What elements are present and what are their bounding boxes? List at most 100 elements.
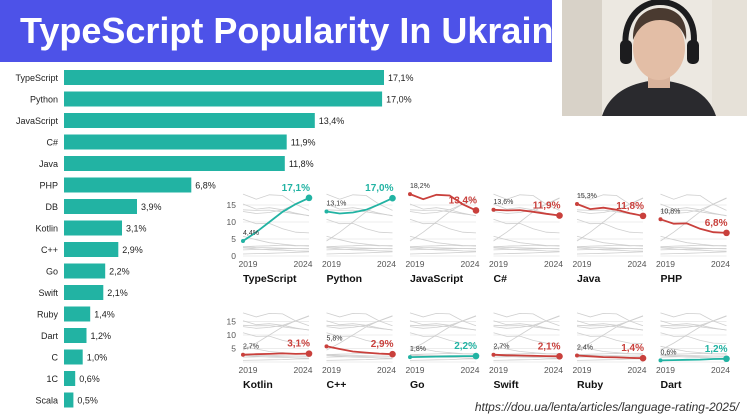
panel-title: Java bbox=[577, 273, 601, 285]
start-point bbox=[658, 358, 663, 363]
x-tick-label: 2024 bbox=[294, 259, 313, 269]
series-line bbox=[660, 357, 727, 362]
bar-java bbox=[64, 156, 285, 171]
x-tick-label: 2019 bbox=[656, 365, 675, 375]
end-value-label: 2,9% bbox=[371, 339, 394, 350]
bar-c- bbox=[64, 134, 287, 150]
x-tick-label: 2019 bbox=[656, 259, 675, 269]
series-line bbox=[326, 345, 393, 356]
page-title: TypeScript Popularity In Ukraine bbox=[0, 0, 573, 62]
start-point bbox=[491, 207, 496, 212]
end-value-label: 1,4% bbox=[621, 343, 644, 354]
x-tick-label: 2024 bbox=[628, 365, 647, 375]
x-tick-label: 2024 bbox=[294, 365, 313, 375]
bar-value-label: 2,2% bbox=[109, 267, 130, 277]
series-line bbox=[576, 354, 644, 360]
x-tick-label: 2019 bbox=[406, 259, 425, 269]
bar-value-label: 17,0% bbox=[386, 95, 412, 105]
series-line bbox=[660, 218, 727, 234]
start-point bbox=[408, 355, 412, 360]
panel-python: 13,1% 17,0% 2019 2024 Python bbox=[322, 183, 396, 285]
start-value-label: 0,6% bbox=[661, 349, 677, 356]
start-point bbox=[324, 344, 329, 349]
panel-c-: 5,8% 2,9% 2019 2024 C++ bbox=[322, 312, 396, 391]
webcam-video-overlay bbox=[562, 0, 747, 116]
end-value-label: 17,0% bbox=[365, 183, 393, 194]
end-point bbox=[472, 352, 480, 360]
panel-title: TypeScript bbox=[243, 273, 297, 285]
bar-category-label: 1C bbox=[46, 374, 58, 384]
start-value-label: 13,6% bbox=[494, 199, 514, 206]
start-point bbox=[658, 217, 663, 222]
y-tick-label: 15 bbox=[227, 200, 237, 210]
panel-php: 10,8% 6,8% 2019 2024 PHP bbox=[656, 193, 730, 285]
x-tick-label: 2024 bbox=[461, 365, 480, 375]
end-point bbox=[639, 354, 647, 362]
x-tick-label: 2024 bbox=[461, 259, 480, 269]
panel-title: Dart bbox=[661, 379, 683, 391]
panel-title: PHP bbox=[661, 273, 683, 285]
start-point bbox=[575, 353, 579, 358]
panel-title: JavaScript bbox=[410, 273, 464, 285]
end-value-label: 2,1% bbox=[538, 341, 561, 352]
bar-category-label: Dart bbox=[41, 331, 59, 341]
bar-category-label: C# bbox=[46, 138, 58, 148]
y-tick-label: 15 bbox=[227, 317, 237, 327]
end-point bbox=[556, 212, 563, 219]
start-value-label: 18,2% bbox=[410, 183, 430, 190]
y-tick-label: 10 bbox=[227, 217, 237, 227]
bar-1c bbox=[64, 371, 76, 386]
bar-value-label: 1,2% bbox=[90, 331, 111, 341]
end-point bbox=[723, 229, 730, 237]
y-tick-label: 0 bbox=[231, 251, 236, 261]
bar-db bbox=[64, 199, 137, 214]
x-tick-label: 2019 bbox=[406, 365, 425, 375]
bar-value-label: 1,0% bbox=[87, 353, 108, 363]
bar-category-label: Kotlin bbox=[35, 224, 58, 234]
bar-value-label: 6,8% bbox=[195, 181, 216, 191]
panel-typescript: 0 5 10 15 4,4% 17,1% 2019 2024 TypeScript bbox=[227, 183, 313, 285]
end-point bbox=[556, 353, 563, 360]
x-tick-label: 2024 bbox=[544, 365, 563, 375]
bar-value-label: 11,8% bbox=[289, 159, 314, 169]
series-line bbox=[576, 203, 644, 217]
bar-category-label: C bbox=[52, 353, 59, 363]
panel-title: Kotlin bbox=[243, 379, 273, 391]
bar-category-label: DB bbox=[45, 202, 58, 212]
source-link[interactable]: https://dou.ua/lenta/articles/language-r… bbox=[474, 400, 739, 414]
end-value-label: 11,8% bbox=[616, 201, 644, 212]
x-tick-label: 2019 bbox=[573, 259, 592, 269]
series-line bbox=[409, 193, 477, 212]
bar-typescript bbox=[64, 70, 384, 85]
bar-value-label: 3,9% bbox=[141, 202, 162, 212]
series-line bbox=[493, 208, 560, 217]
panel-title: Swift bbox=[494, 379, 520, 391]
end-point bbox=[305, 194, 313, 202]
start-point bbox=[241, 239, 245, 244]
start-point bbox=[491, 352, 496, 357]
y-tick-label: 10 bbox=[227, 330, 237, 340]
panel-ruby: 2,4% 1,4% 2019 2024 Ruby bbox=[573, 312, 647, 391]
start-value-label: 1,8% bbox=[410, 346, 426, 353]
bar-category-label: Python bbox=[30, 95, 58, 105]
bar-value-label: 13,4% bbox=[319, 116, 345, 126]
bar-value-label: 1,4% bbox=[94, 310, 115, 320]
x-tick-label: 2024 bbox=[628, 259, 647, 269]
panel-title: C# bbox=[494, 273, 508, 285]
x-tick-label: 2024 bbox=[711, 365, 730, 375]
bar-category-label: Swift bbox=[38, 288, 58, 298]
x-tick-label: 2019 bbox=[573, 365, 592, 375]
panel-go: 1,8% 2,2% 2019 2024 Go bbox=[406, 312, 480, 391]
start-value-label: 15,3% bbox=[577, 193, 597, 200]
series-line bbox=[409, 355, 476, 358]
end-value-label: 3,1% bbox=[287, 339, 310, 350]
start-value-label: 13,1% bbox=[327, 200, 347, 207]
end-value-label: 1,2% bbox=[705, 344, 728, 355]
start-point bbox=[241, 352, 245, 357]
panel-title: Ruby bbox=[577, 379, 603, 391]
panel-title: Python bbox=[327, 273, 363, 285]
bar-category-label: Ruby bbox=[37, 310, 59, 320]
bar-value-label: 11,9% bbox=[291, 138, 316, 148]
end-value-label: 17,1% bbox=[282, 183, 310, 194]
